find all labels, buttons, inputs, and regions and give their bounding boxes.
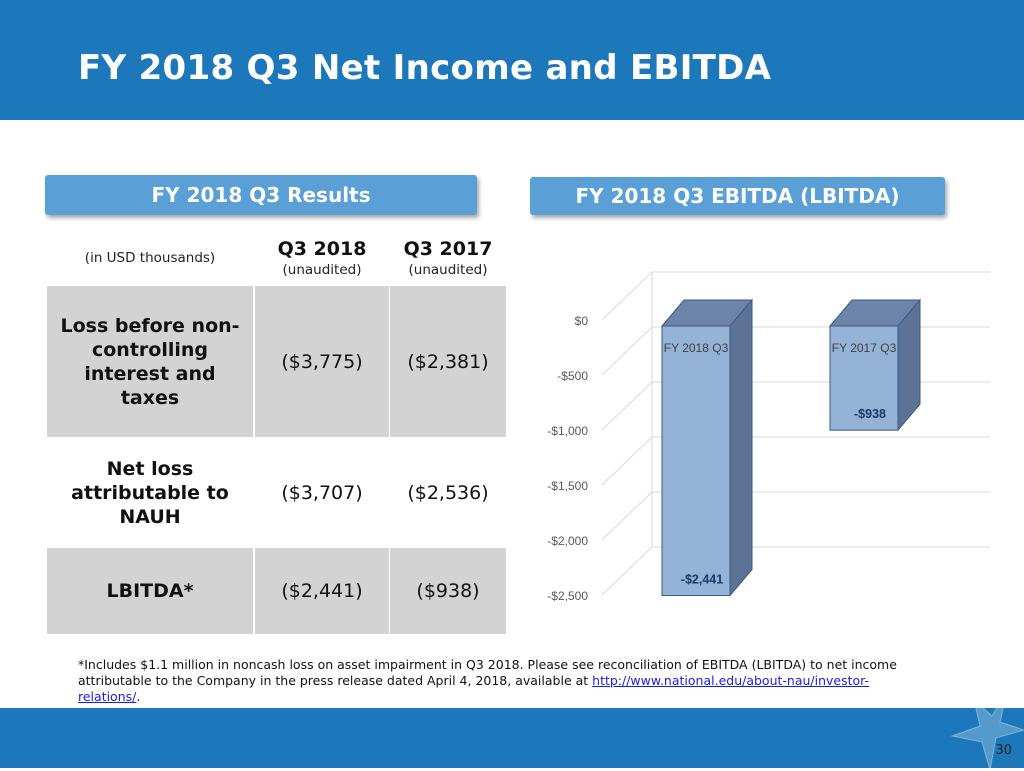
table-cell: ($2,381) [390, 286, 506, 437]
footnote-end: . [136, 689, 141, 704]
column-header-q3-2018: Q3 2018 (unaudited) [255, 238, 389, 278]
data-label: -$938 [854, 407, 886, 421]
category-label: FY 2018 Q3 [664, 341, 729, 355]
bar-side [729, 298, 753, 597]
results-panel-title: FY 2018 Q3 Results [45, 175, 477, 215]
row-label-loss-before-nci: Loss before non-controlling interest and… [47, 286, 253, 437]
bar [829, 325, 899, 431]
investor-relations-link[interactable]: http://www.national.edu/about-nau/invest… [78, 673, 870, 704]
table-cell: ($938) [390, 548, 506, 634]
header-bar: FY 2018 Q3 Net Income and EBITDA [0, 0, 1024, 120]
column-label: Q3 2018 [277, 238, 367, 260]
page-title: FY 2018 Q3 Net Income and EBITDA [78, 48, 772, 88]
row-label-lbitda: LBITDA* [47, 548, 253, 634]
y-tick-label: -$2,000 [547, 534, 588, 548]
table-cell: ($2,441) [255, 548, 389, 634]
footnote-text: *Includes $1.1 million in noncash loss o… [78, 657, 897, 688]
ebitda-panel-title: FY 2018 Q3 EBITDA (LBITDA) [530, 177, 945, 215]
page-number: 30 [995, 743, 1012, 758]
units-label: (in USD thousands) [84, 250, 216, 266]
category-label: FY 2017 Q3 [832, 341, 897, 355]
y-tick-label: -$1,000 [547, 424, 588, 438]
star-logo-icon [950, 687, 1024, 771]
data-label: -$2,441 [681, 573, 723, 587]
footer-bar [0, 687, 1024, 771]
y-tick-label: -$500 [557, 369, 588, 383]
row-label-text: Net loss attributable to NAUH [71, 457, 229, 528]
gridline-side [601, 546, 653, 596]
row-label-text: LBITDA* [106, 580, 194, 602]
bar [661, 325, 731, 597]
table-cell: ($3,707) [255, 440, 389, 545]
table-cell: ($2,536) [390, 440, 506, 545]
column-sublabel: (unaudited) [282, 262, 362, 278]
gridline-side [601, 381, 653, 431]
ebitda-bar-chart: $0 -$500 -$1,000 -$1,500 -$2,000 -$2,500 FY 20… [547, 271, 990, 603]
y-tick-label: -$2,500 [547, 589, 588, 603]
footnote: *Includes $1.1 million in noncash loss o… [78, 657, 908, 705]
y-tick-label: $0 [575, 314, 589, 328]
column-header-q3-2017: Q3 2017 (unaudited) [390, 238, 506, 278]
y-tick-label: -$1,500 [547, 479, 588, 493]
gridline-side [601, 271, 653, 321]
gridline-side [601, 436, 653, 486]
row-label-text: Loss before non-controlling interest and… [60, 314, 240, 409]
column-sublabel: (unaudited) [408, 262, 488, 278]
gridline-side [601, 491, 653, 541]
row-label-net-loss: Net loss attributable to NAUH [47, 440, 253, 545]
column-label: Q3 2017 [403, 238, 493, 260]
gridline-side [601, 326, 653, 376]
table-cell: ($3,775) [255, 286, 389, 437]
